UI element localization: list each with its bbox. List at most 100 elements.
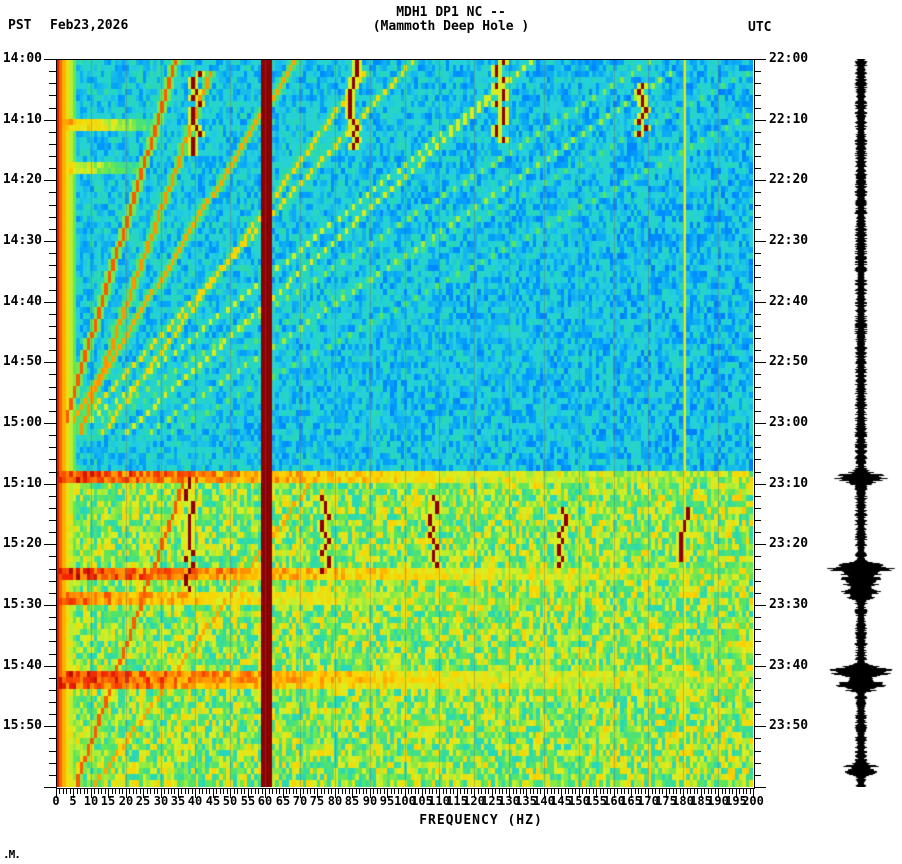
tick-minor-freq — [638, 788, 639, 794]
frequency-label: 50 — [222, 794, 238, 808]
tick-minor-freq — [398, 788, 399, 794]
frequency-label: 70 — [292, 794, 308, 808]
tick-minor-freq — [216, 788, 217, 794]
tick-minor-freq — [185, 788, 186, 794]
tick-major-freq — [108, 788, 109, 798]
tick-minor-freq — [63, 788, 64, 794]
tick-minor-freq — [136, 788, 137, 794]
tick-minor-freq — [725, 788, 726, 794]
frequency-label: 30 — [153, 794, 169, 808]
tick-minor-freq — [506, 788, 507, 794]
tick-minor-freq — [94, 788, 95, 794]
tick-minor-left — [49, 751, 56, 752]
tick-minor-freq — [523, 788, 524, 794]
tick-minor-right — [754, 277, 761, 278]
spectrogram-plot[interactable] — [56, 59, 753, 787]
frequency-label: 160 — [603, 794, 625, 808]
tick-minor-freq — [593, 788, 594, 794]
tick-major-right — [754, 605, 766, 606]
tick-minor-left — [49, 192, 56, 193]
seismogram-trace[interactable] — [820, 59, 902, 787]
tick-major-freq — [387, 788, 388, 798]
tick-minor-freq — [610, 788, 611, 794]
tick-major-right — [754, 544, 766, 545]
tick-major-freq — [300, 788, 301, 798]
tick-major-freq — [422, 788, 423, 798]
tick-minor-left — [49, 217, 56, 218]
tick-minor-freq — [704, 788, 705, 794]
tick-minor-freq — [446, 788, 447, 794]
tick-minor-freq — [366, 788, 367, 794]
tick-minor-right — [754, 374, 761, 375]
tick-minor-freq — [345, 788, 346, 794]
tick-minor-freq — [324, 788, 325, 794]
tick-minor-freq — [244, 788, 245, 794]
tick-minor-freq — [394, 788, 395, 794]
tick-minor-freq — [181, 788, 182, 794]
tick-minor-freq — [223, 788, 224, 794]
tick-minor-freq — [112, 788, 113, 794]
tick-major-freq — [526, 788, 527, 798]
tick-major-left — [44, 180, 56, 181]
tick-minor-freq — [547, 788, 548, 794]
tick-minor-freq — [101, 788, 102, 794]
tick-minor-freq — [662, 788, 663, 794]
tick-minor-freq — [373, 788, 374, 794]
tick-minor-freq — [122, 788, 123, 794]
tick-minor-freq — [697, 788, 698, 794]
tick-major-left — [44, 726, 56, 727]
tick-minor-left — [49, 617, 56, 618]
tick-major-freq — [213, 788, 214, 798]
tick-minor-right — [754, 326, 761, 327]
tick-major-right — [754, 726, 766, 727]
tick-minor-left — [49, 338, 56, 339]
tick-minor-freq — [188, 788, 189, 794]
tick-major-freq — [73, 788, 74, 798]
tick-major-freq — [579, 788, 580, 798]
tick-minor-left — [49, 374, 56, 375]
tick-minor-freq — [251, 788, 252, 794]
tick-minor-left — [49, 411, 56, 412]
tick-minor-freq — [307, 788, 308, 794]
tick-minor-left — [49, 763, 56, 764]
frequency-label: 80 — [327, 794, 343, 808]
tick-minor-freq — [262, 788, 263, 794]
tick-major-freq — [439, 788, 440, 798]
tick-minor-right — [754, 290, 761, 291]
tick-minor-freq — [628, 788, 629, 794]
station-title: MDH1 DP1 NC -- — [396, 5, 506, 20]
frequency-label: 105 — [411, 794, 433, 808]
tick-minor-right — [754, 775, 761, 776]
tick-minor-left — [49, 387, 56, 388]
time-label-left: 14:20 — [2, 172, 42, 188]
tick-major-freq — [352, 788, 353, 798]
tick-minor-left — [49, 71, 56, 72]
tick-minor-freq — [164, 788, 165, 794]
tick-major-freq — [56, 788, 57, 798]
tick-minor-left — [49, 144, 56, 145]
tick-minor-left — [49, 629, 56, 630]
tick-minor-freq — [537, 788, 538, 794]
tick-minor-freq — [467, 788, 468, 794]
tick-major-freq — [753, 788, 754, 798]
tick-major-right — [754, 302, 766, 303]
tick-minor-right — [754, 496, 761, 497]
tick-minor-right — [754, 520, 761, 521]
tick-major-freq — [370, 788, 371, 798]
tick-minor-freq — [199, 788, 200, 794]
frequency-label: 75 — [309, 794, 325, 808]
tick-minor-freq — [356, 788, 357, 794]
frequency-label: 185 — [690, 794, 712, 808]
time-label-left: 15:20 — [2, 536, 42, 552]
tick-minor-left — [49, 714, 56, 715]
tick-minor-left — [49, 593, 56, 594]
frequency-label: 65 — [275, 794, 291, 808]
tick-minor-freq — [133, 788, 134, 794]
tick-minor-right — [754, 205, 761, 206]
tick-minor-left — [49, 581, 56, 582]
tick-minor-freq — [408, 788, 409, 794]
tick-minor-freq — [488, 788, 489, 794]
tick-minor-freq — [485, 788, 486, 794]
tick-minor-right — [754, 690, 761, 691]
tick-major-freq — [283, 788, 284, 798]
